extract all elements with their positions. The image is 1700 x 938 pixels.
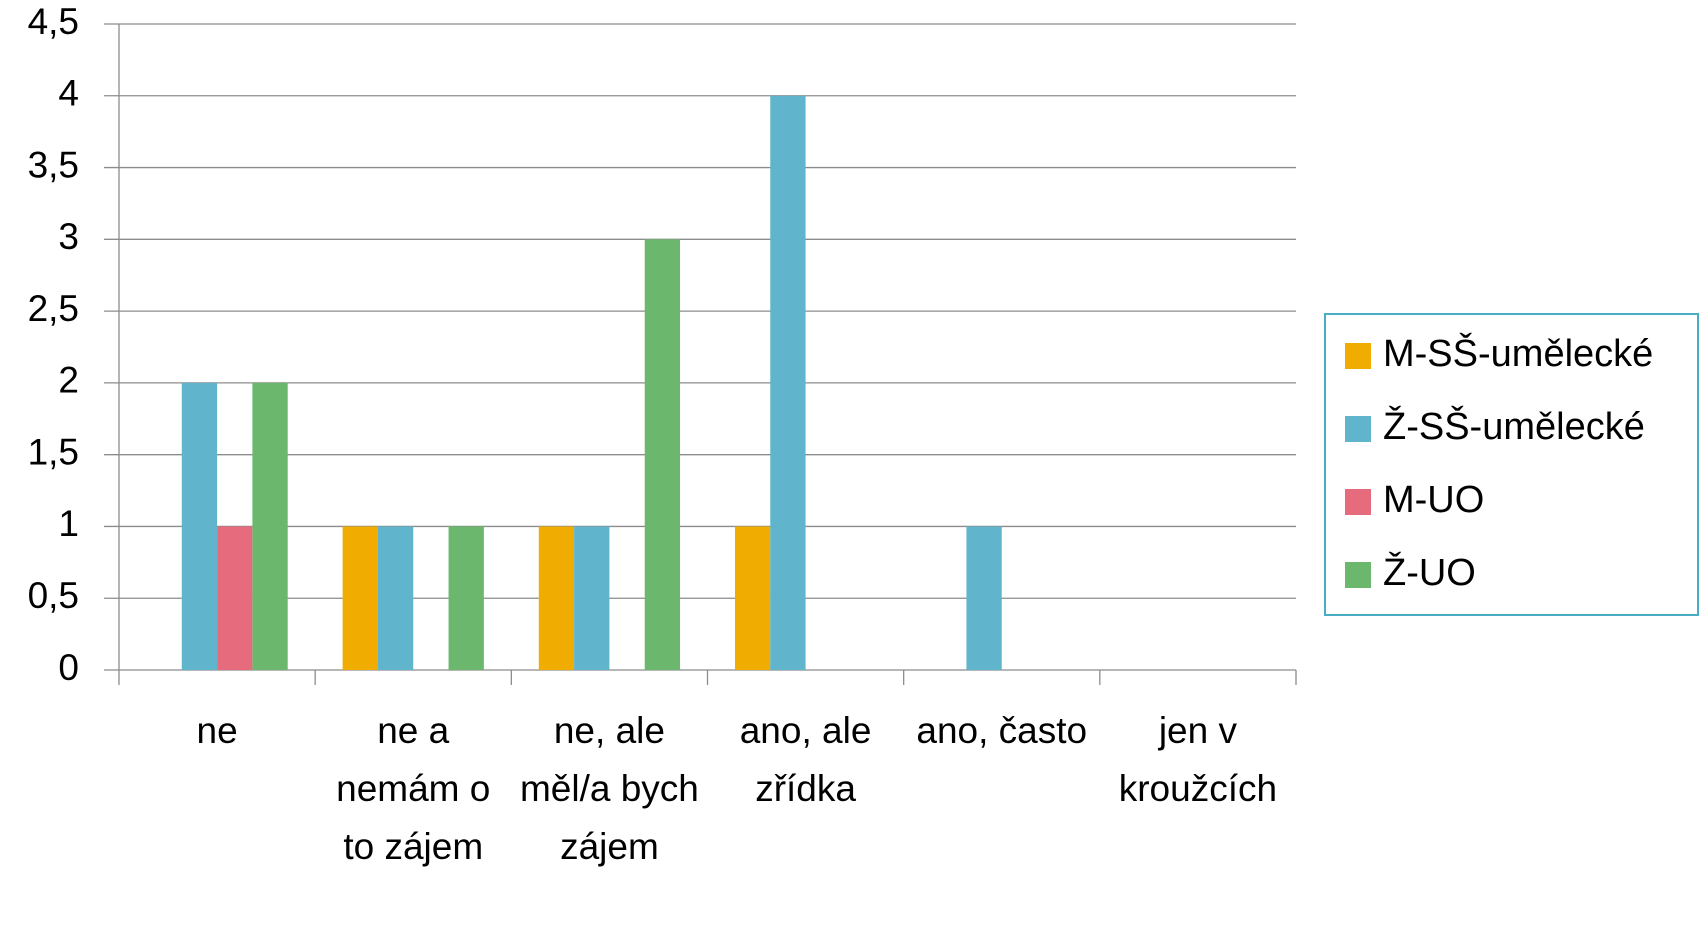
y-tick-label: 2 [58,360,79,401]
bar [966,526,1002,670]
y-tick-label: 4 [58,73,79,114]
legend-label: Ž-UO [1383,551,1476,594]
bar [342,526,378,670]
legend-swatch [1345,489,1371,515]
legend-swatch [1345,416,1371,442]
bar [217,526,253,670]
y-tick-label: 3 [58,216,79,257]
y-tick-label: 1,5 [28,431,79,472]
legend-label: M-SŠ-umělecké [1383,331,1653,375]
x-tick-label: ne a nemám o to zájem [336,710,490,867]
y-tick-label: 2,5 [28,288,79,329]
legend-label: M-UO [1383,479,1484,521]
x-tick-label: ne [197,710,238,751]
y-tick-label: 4,5 [28,1,79,42]
x-tick-label: ne, ale měl/a bych zájem [520,710,699,867]
bar [644,239,681,671]
y-tick-label: 1 [58,503,79,544]
y-tick-label: 0 [58,647,79,688]
legend-swatch [1345,562,1371,588]
bar [574,526,610,670]
legend-label: Ž-SŠ-umělecké [1383,404,1645,448]
legend-swatch [1345,343,1371,369]
bar [734,526,771,670]
x-tick-label: ano, ale zřídka [740,710,872,809]
bar [252,382,288,670]
bar [448,526,484,670]
bar [770,95,806,671]
bar [181,382,218,670]
y-tick-label: 0,5 [28,575,79,616]
bar [538,526,575,670]
x-tick-label: ano, často [916,710,1087,751]
x-tick-label: jen v kroužcích [1119,710,1277,809]
bar [377,526,414,670]
legend-box [1324,313,1699,616]
y-tick-label: 3,5 [28,144,79,185]
